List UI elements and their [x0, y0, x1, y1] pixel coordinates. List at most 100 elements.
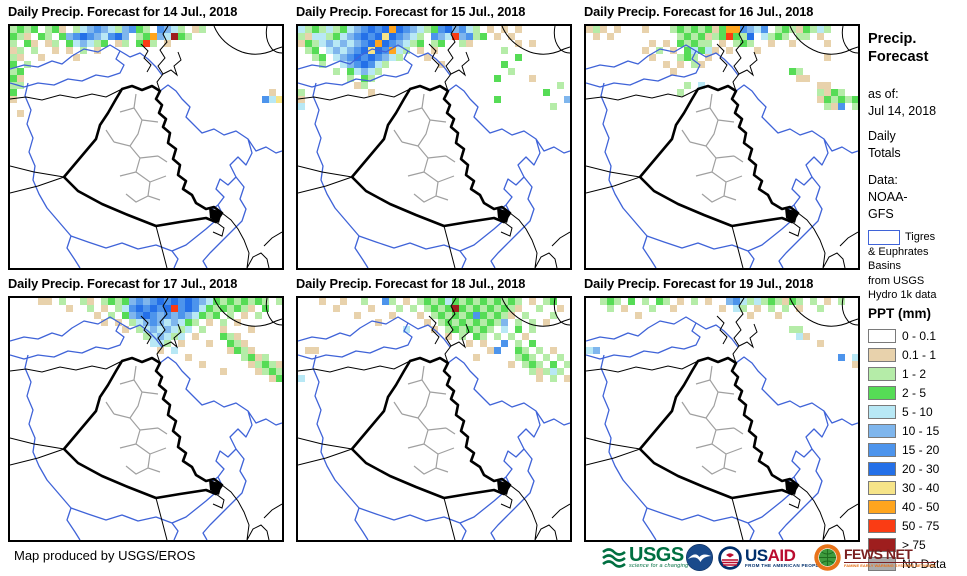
map-17jul [8, 296, 284, 542]
legend-label: 15 - 20 [902, 442, 940, 457]
forecast-map [298, 26, 570, 268]
precip-cells-layer [586, 26, 858, 110]
legend-swatch [868, 537, 896, 552]
legend-label: 0 - 0.1 [902, 328, 937, 343]
shatt-al-arab-blob [497, 208, 510, 223]
basin-legend-rest: & Euphrates Basins from USGS Hydro 1k da… [868, 246, 937, 301]
legend-label: 40 - 50 [902, 499, 940, 514]
country-borders [586, 298, 858, 540]
basin-outlines [298, 316, 570, 540]
legend-item: 1 - 2 [868, 364, 946, 383]
country-borders [586, 26, 858, 268]
forecast-map [586, 26, 858, 268]
iraq-border [638, 84, 800, 228]
admin-boundaries [105, 93, 168, 203]
precip-cells-layer [586, 298, 858, 368]
basin-outlines [298, 44, 570, 268]
usgs-tagline: science for a changing world [629, 563, 705, 569]
legend-swatch [868, 480, 896, 495]
panel-title-19jul: Daily Precip. Forecast for 19 Jul., 2018 [584, 276, 814, 291]
basin-outlines [586, 44, 858, 268]
legend-label: 30 - 40 [902, 480, 940, 495]
shatt-al-arab-blob [209, 480, 222, 495]
panel-title-16jul: Daily Precip. Forecast for 16 Jul., 2018 [584, 4, 814, 19]
legend-item: 15 - 20 [868, 440, 946, 459]
usaid-logo-text-us: US [745, 545, 768, 565]
usaid-tagline: FROM THE AMERICAN PEOPLE [745, 563, 822, 569]
panel-title-18jul: Daily Precip. Forecast for 18 Jul., 2018 [296, 276, 526, 291]
legend-item: 2 - 5 [868, 383, 946, 402]
basin-outline-swatch [868, 230, 900, 245]
usaid-logo: USAID FROM THE AMERICAN PEOPLE [718, 546, 822, 570]
legend-label: 50 - 75 [902, 518, 940, 533]
as-of-block: as of: Jul 14, 2018 [868, 86, 936, 120]
forecast-map [10, 298, 282, 540]
fewsnet-logo: FEWS NET FAMINE EARLY WARNING SYSTEMS NE… [814, 544, 936, 571]
legend-label: 0.1 - 1 [902, 347, 937, 362]
precip-cells-layer [10, 26, 282, 117]
basin-legend: Tigres & Euphrates Basins from USGS Hydr… [868, 230, 936, 302]
fewsnet-tagline: FAMINE EARLY WARNING SYSTEMS NETWORK [844, 562, 936, 568]
as-of-label: as of: [868, 87, 899, 101]
fewsnet-globe-icon [814, 544, 841, 571]
legend-label: 1 - 2 [902, 366, 927, 381]
legend-swatch [868, 366, 896, 381]
map-14jul [8, 24, 284, 270]
as-of-date: Jul 14, 2018 [868, 103, 937, 118]
ppt-legend-header: PPT (mm) [868, 306, 932, 321]
legend-label: 20 - 30 [902, 461, 940, 476]
legend-item: No Data [868, 554, 946, 573]
country-borders [298, 26, 570, 268]
legend-label: 2 - 5 [902, 385, 927, 400]
basin-outlines [10, 316, 282, 540]
forecast-map [586, 298, 858, 540]
data-source-label: Data: [868, 173, 898, 187]
data-source-value: NOAA- GFS [868, 189, 908, 221]
legend-swatch [868, 347, 896, 362]
ppt-color-legend: 0 - 0.1 0.1 - 1 1 - 2 2 - 5 5 - 10 10 - 15 15 … [868, 326, 946, 573]
legend-item: 0.1 - 1 [868, 345, 946, 364]
country-borders [10, 298, 282, 540]
country-borders [298, 298, 570, 540]
forecast-map [10, 26, 282, 268]
daily-totals-label: Daily Totals [868, 129, 901, 160]
usaid-logo-text-aid: AID [767, 545, 796, 565]
noaa-emblem-icon [686, 544, 713, 571]
data-source-block: Data: NOAA- GFS [868, 172, 908, 223]
sidebar-title: Precip. Forecast [868, 31, 929, 66]
usgs-logo: USGS science for a changing world [602, 545, 705, 569]
iraq-border [350, 84, 512, 228]
basin-outlines [10, 44, 282, 268]
admin-boundaries [681, 365, 744, 475]
legend-item: 0 - 0.1 [868, 326, 946, 345]
usgs-waves-icon [602, 548, 626, 569]
shatt-al-arab-blob [785, 480, 798, 495]
basin-legend-line1: Tigres [905, 231, 936, 244]
legend-label: No Data [902, 556, 947, 571]
basin-outlines [586, 316, 858, 540]
legend-item: 50 - 75 [868, 516, 946, 535]
noaa-logo [686, 544, 713, 571]
legend-swatch [868, 404, 896, 419]
admin-boundaries [393, 365, 456, 475]
map-18jul [296, 296, 572, 542]
legend-swatch [868, 499, 896, 514]
iraq-border [62, 84, 224, 228]
legend-swatch [868, 518, 896, 533]
legend-item: 10 - 15 [868, 421, 946, 440]
iraq-border [638, 356, 800, 500]
iraq-border [62, 356, 224, 500]
precip-cells-layer [298, 26, 570, 110]
legend-item: 5 - 10 [868, 402, 946, 421]
map-15jul [296, 24, 572, 270]
legend-swatch [868, 423, 896, 438]
admin-boundaries [393, 93, 456, 203]
legend-item: 40 - 50 [868, 497, 946, 516]
admin-boundaries [105, 365, 168, 475]
shatt-al-arab-blob [785, 208, 798, 223]
fewsnet-logo-text: FEWS NET [844, 547, 936, 563]
iraq-border [350, 356, 512, 500]
country-borders [10, 26, 282, 268]
legend-swatch [868, 328, 896, 343]
panel-title-15jul: Daily Precip. Forecast for 15 Jul., 2018 [296, 4, 526, 19]
